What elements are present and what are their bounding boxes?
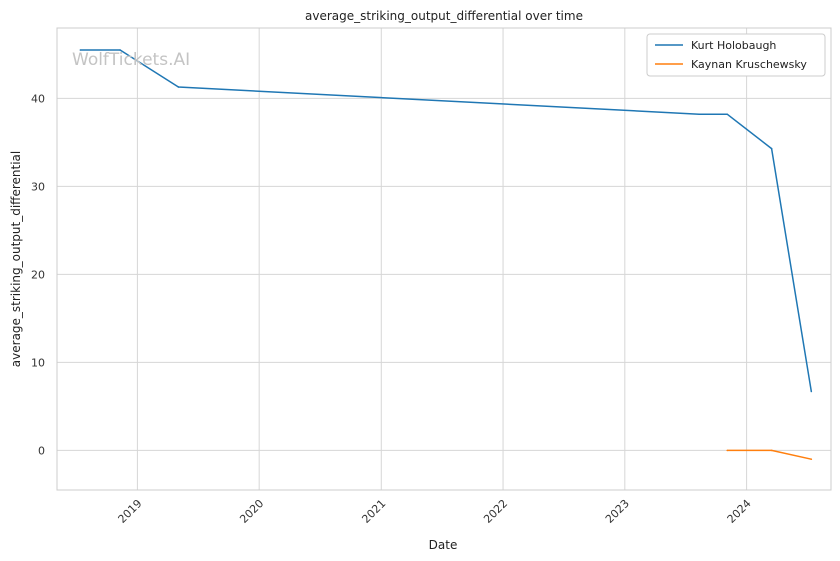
- legend: Kurt Holobaugh Kaynan Kruschewsky: [646, 33, 826, 77]
- y-tick-label: 20: [31, 268, 45, 281]
- x-tick-label: 2020: [237, 497, 266, 526]
- data-point-kaynan-kruschewsky: [770, 449, 773, 452]
- chart-title: average_striking_output_differential ove…: [305, 9, 583, 23]
- data-point-kurt-holobaugh: [119, 49, 121, 51]
- x-tick-label: 2019: [116, 497, 145, 526]
- data-point-kurt-holobaugh: [770, 147, 773, 150]
- x-tick-label: 2023: [603, 497, 632, 526]
- data-point-kurt-holobaugh: [698, 113, 701, 116]
- grid-lines: [57, 28, 831, 490]
- x-tick-label: 2021: [359, 497, 388, 526]
- data-point-kaynan-kruschewsky: [810, 458, 813, 461]
- y-tick-labels: 0 10 20 30 40: [31, 92, 45, 457]
- legend-box: [646, 33, 826, 77]
- x-tick-labels: 2019 2020 2021 2022 2023 2024: [116, 497, 754, 526]
- data-point-kurt-holobaugh: [177, 86, 180, 88]
- legend-label-kaynan-kruschewsky: Kaynan Kruschewsky: [691, 58, 807, 71]
- y-axis-title: average_striking_output_differential: [9, 151, 23, 367]
- y-tick-label: 30: [31, 180, 45, 193]
- series-lines: [79, 49, 813, 461]
- plot-area: [57, 28, 831, 490]
- data-point-kurt-holobaugh: [726, 113, 729, 116]
- watermark: WolfTickets.AI: [72, 50, 190, 70]
- y-tick-label: 10: [31, 356, 45, 369]
- data-point-kurt-holobaugh: [810, 390, 813, 393]
- plot-border: [56, 27, 832, 491]
- data-point-kurt-holobaugh: [79, 49, 82, 51]
- y-tick-label: 40: [31, 92, 45, 105]
- y-tick-label: 0: [38, 444, 45, 457]
- x-tick-label: 2022: [481, 497, 510, 526]
- x-tick-label: 2024: [725, 497, 754, 526]
- x-axis-title: Date: [429, 538, 458, 552]
- data-point-kaynan-kruschewsky: [726, 449, 729, 452]
- legend-label-kurt-holobaugh: Kurt Holobaugh: [691, 39, 776, 52]
